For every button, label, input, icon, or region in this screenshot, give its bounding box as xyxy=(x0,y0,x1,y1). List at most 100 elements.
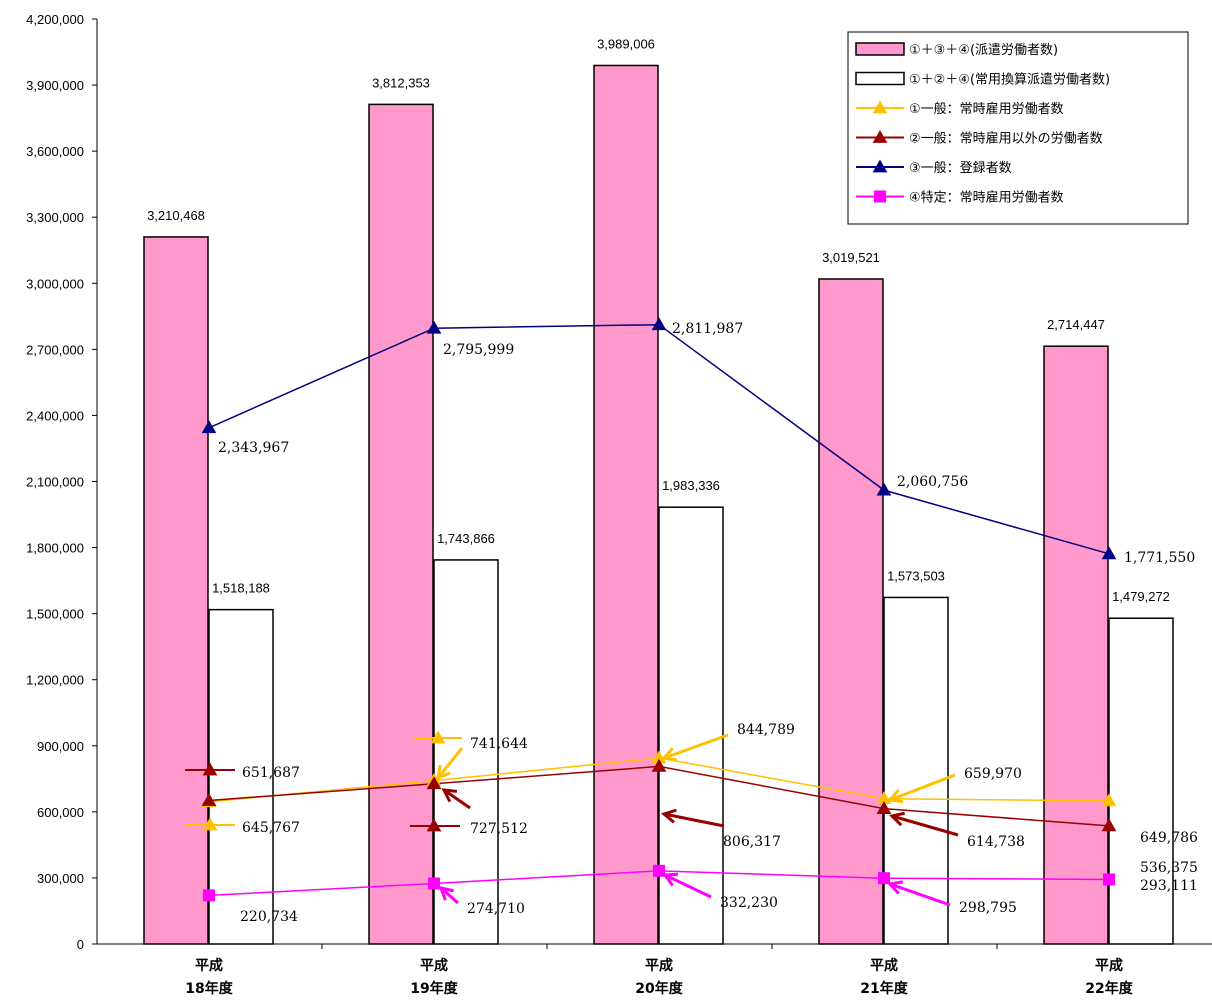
x-label-5-line1: 平成 xyxy=(1095,957,1123,974)
arrow-s2-4-head xyxy=(888,811,906,827)
leader-marker-s1-2 xyxy=(430,730,446,744)
legend-label-line-3: ③一般：登録者数 xyxy=(909,160,1012,176)
bar-label-s2-3: 1,983,336 xyxy=(662,478,720,493)
point-s4-3 xyxy=(653,864,665,877)
bar-label-s2-5: 1,479,272 xyxy=(1112,589,1170,604)
y-tick-label: 3,600,000 xyxy=(26,144,84,159)
arrow-s1-2 xyxy=(436,747,464,781)
leader-marker-s1-1 xyxy=(202,817,218,831)
arrow-s4-2-shaft xyxy=(440,886,459,905)
x-label-2-line2: 19年度 xyxy=(410,980,458,997)
arrow-s4-3 xyxy=(662,872,712,899)
bars-layer xyxy=(143,64,1174,945)
legend-label-line-2: ②一般：常時雇用以外の労働者数 xyxy=(909,131,1103,147)
x-label-3-line2: 20年度 xyxy=(635,980,683,997)
bar-s1-5 xyxy=(1043,345,1109,945)
arrow-s2-2-head xyxy=(441,788,458,803)
arrow-s4-3-head xyxy=(662,872,679,887)
y-tick-label: 1,500,000 xyxy=(26,607,84,622)
point-label-s3-3: 2,811,987 xyxy=(672,321,743,337)
arrow-s2-2-shaft xyxy=(443,788,471,810)
legend-marker-line-3 xyxy=(872,159,888,173)
point-label-s4-3: 332,230 xyxy=(720,895,778,911)
point-label-s1-5: 649,786 xyxy=(1140,830,1198,846)
legend-label-bar-1: ①＋③＋④(派遣労働者数) xyxy=(909,43,1058,58)
bar-label-s2-1: 1,518,188 xyxy=(212,581,270,596)
arrow-s2-2 xyxy=(441,788,471,810)
y-tick-label: 300,000 xyxy=(37,871,84,886)
x-label-4-line2: 21年度 xyxy=(860,980,908,997)
x-label-5-line2: 22年度 xyxy=(1085,980,1133,997)
point-s3-4 xyxy=(876,482,892,496)
point-label-s3-5: 1,771,550 xyxy=(1124,550,1195,566)
arrow-s2-3 xyxy=(660,808,725,828)
legend-marker-line-4 xyxy=(874,190,886,203)
point-label-s2-3: 806,317 xyxy=(723,834,781,850)
arrow-s1-3-shaft xyxy=(663,733,729,760)
y-tick-label: 2,700,000 xyxy=(26,342,84,357)
point-s3-5 xyxy=(1101,546,1117,560)
arrow-s2-4 xyxy=(888,811,959,837)
y-tick-label: 4,200,000 xyxy=(26,12,84,27)
y-tick-label: 900,000 xyxy=(37,739,84,754)
arrow-s1-2-head xyxy=(436,764,451,781)
point-s2-4 xyxy=(876,801,892,814)
point-label-s1-3: 844,789 xyxy=(737,722,795,738)
arrow-s2-4-shaft xyxy=(891,814,959,837)
point-label-s3-4: 2,060,756 xyxy=(897,474,968,490)
point-s3-2 xyxy=(426,320,442,334)
legend-label-line-4: ④特定：常時雇用労働者数 xyxy=(909,190,1064,206)
bar-label-s1-3: 3,989,006 xyxy=(597,36,655,51)
legend-swatch-bar-1 xyxy=(855,42,905,56)
bar-s1-3 xyxy=(593,64,659,945)
point-label-s1-4: 659,970 xyxy=(964,766,1022,782)
arrow-s1-3-head xyxy=(661,747,678,762)
bar-label-s1-2: 3,812,353 xyxy=(372,75,430,90)
point-s2-3 xyxy=(651,758,667,772)
point-s4-1 xyxy=(203,889,215,902)
arrow-s4-2 xyxy=(438,885,459,905)
point-s4-4 xyxy=(878,872,890,885)
y-tick-label: 0 xyxy=(77,937,84,952)
point-label-s4-2: 274,710 xyxy=(467,901,525,917)
point-label-s4-1: 220,734 xyxy=(240,909,298,925)
y-tick-label: 3,000,000 xyxy=(26,276,84,291)
lines-layer xyxy=(201,317,1117,902)
x-label-1-line2: 18年度 xyxy=(185,980,233,997)
arrow-s4-4 xyxy=(887,880,951,907)
x-label-2-line1: 平成 xyxy=(420,957,448,974)
legend-swatch-bar-2 xyxy=(855,71,905,86)
arrow-s4-3-shaft xyxy=(664,873,712,899)
point-label-s2-4: 614,738 xyxy=(967,834,1025,850)
point-s4-5 xyxy=(1103,873,1115,886)
bar-s2-5 xyxy=(1108,617,1174,945)
y-tick-label: 3,300,000 xyxy=(26,210,84,225)
y-tick-label: 2,400,000 xyxy=(26,408,84,423)
legend-marker-line-1 xyxy=(872,100,888,114)
leader-marker-s2-2 xyxy=(426,818,442,832)
bar-s2-1 xyxy=(208,608,274,945)
point-s3-3 xyxy=(651,317,667,331)
point-label-s4-4: 298,795 xyxy=(959,900,1017,916)
point-label-s1-2: 741,644 xyxy=(470,736,528,752)
bar-s1-2 xyxy=(368,103,434,945)
legend-label-bar-2: ①＋②＋④(常用換算派遣労働者数) xyxy=(909,73,1110,88)
point-s3-1 xyxy=(201,420,217,434)
arrow-s2-3-shaft xyxy=(663,812,725,828)
legend-marker-line-2 xyxy=(872,129,888,143)
arrow-s1-2-shaft xyxy=(436,747,464,779)
arrow-s2-3-head xyxy=(660,808,677,824)
y-tick-label: 1,200,000 xyxy=(26,673,84,688)
bar-label-s1-4: 3,019,521 xyxy=(822,250,880,265)
axes-layer: 0 300,000 600,000 900,000 1,200,000 1,500,000… xyxy=(26,12,1212,997)
y-tick-label: 3,900,000 xyxy=(26,78,84,93)
bar-s1-4 xyxy=(818,278,884,945)
point-s2-2 xyxy=(426,776,442,790)
bar-s1-1 xyxy=(143,236,209,945)
bar-label-s2-4: 1,573,503 xyxy=(887,568,945,583)
point-s1-5 xyxy=(1101,793,1117,807)
point-label-s3-2: 2,795,999 xyxy=(443,342,514,358)
point-label-s2-5: 536,375 xyxy=(1140,860,1198,876)
point-label-s4-5: 293,111 xyxy=(1140,878,1198,894)
